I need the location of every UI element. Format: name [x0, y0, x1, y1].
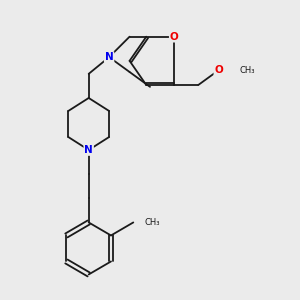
Text: CH₃: CH₃ [239, 66, 255, 75]
Text: O: O [214, 65, 223, 75]
Text: CH₃: CH₃ [144, 218, 160, 227]
Text: N: N [84, 145, 93, 155]
Text: O: O [170, 32, 178, 42]
Text: N: N [105, 52, 113, 62]
